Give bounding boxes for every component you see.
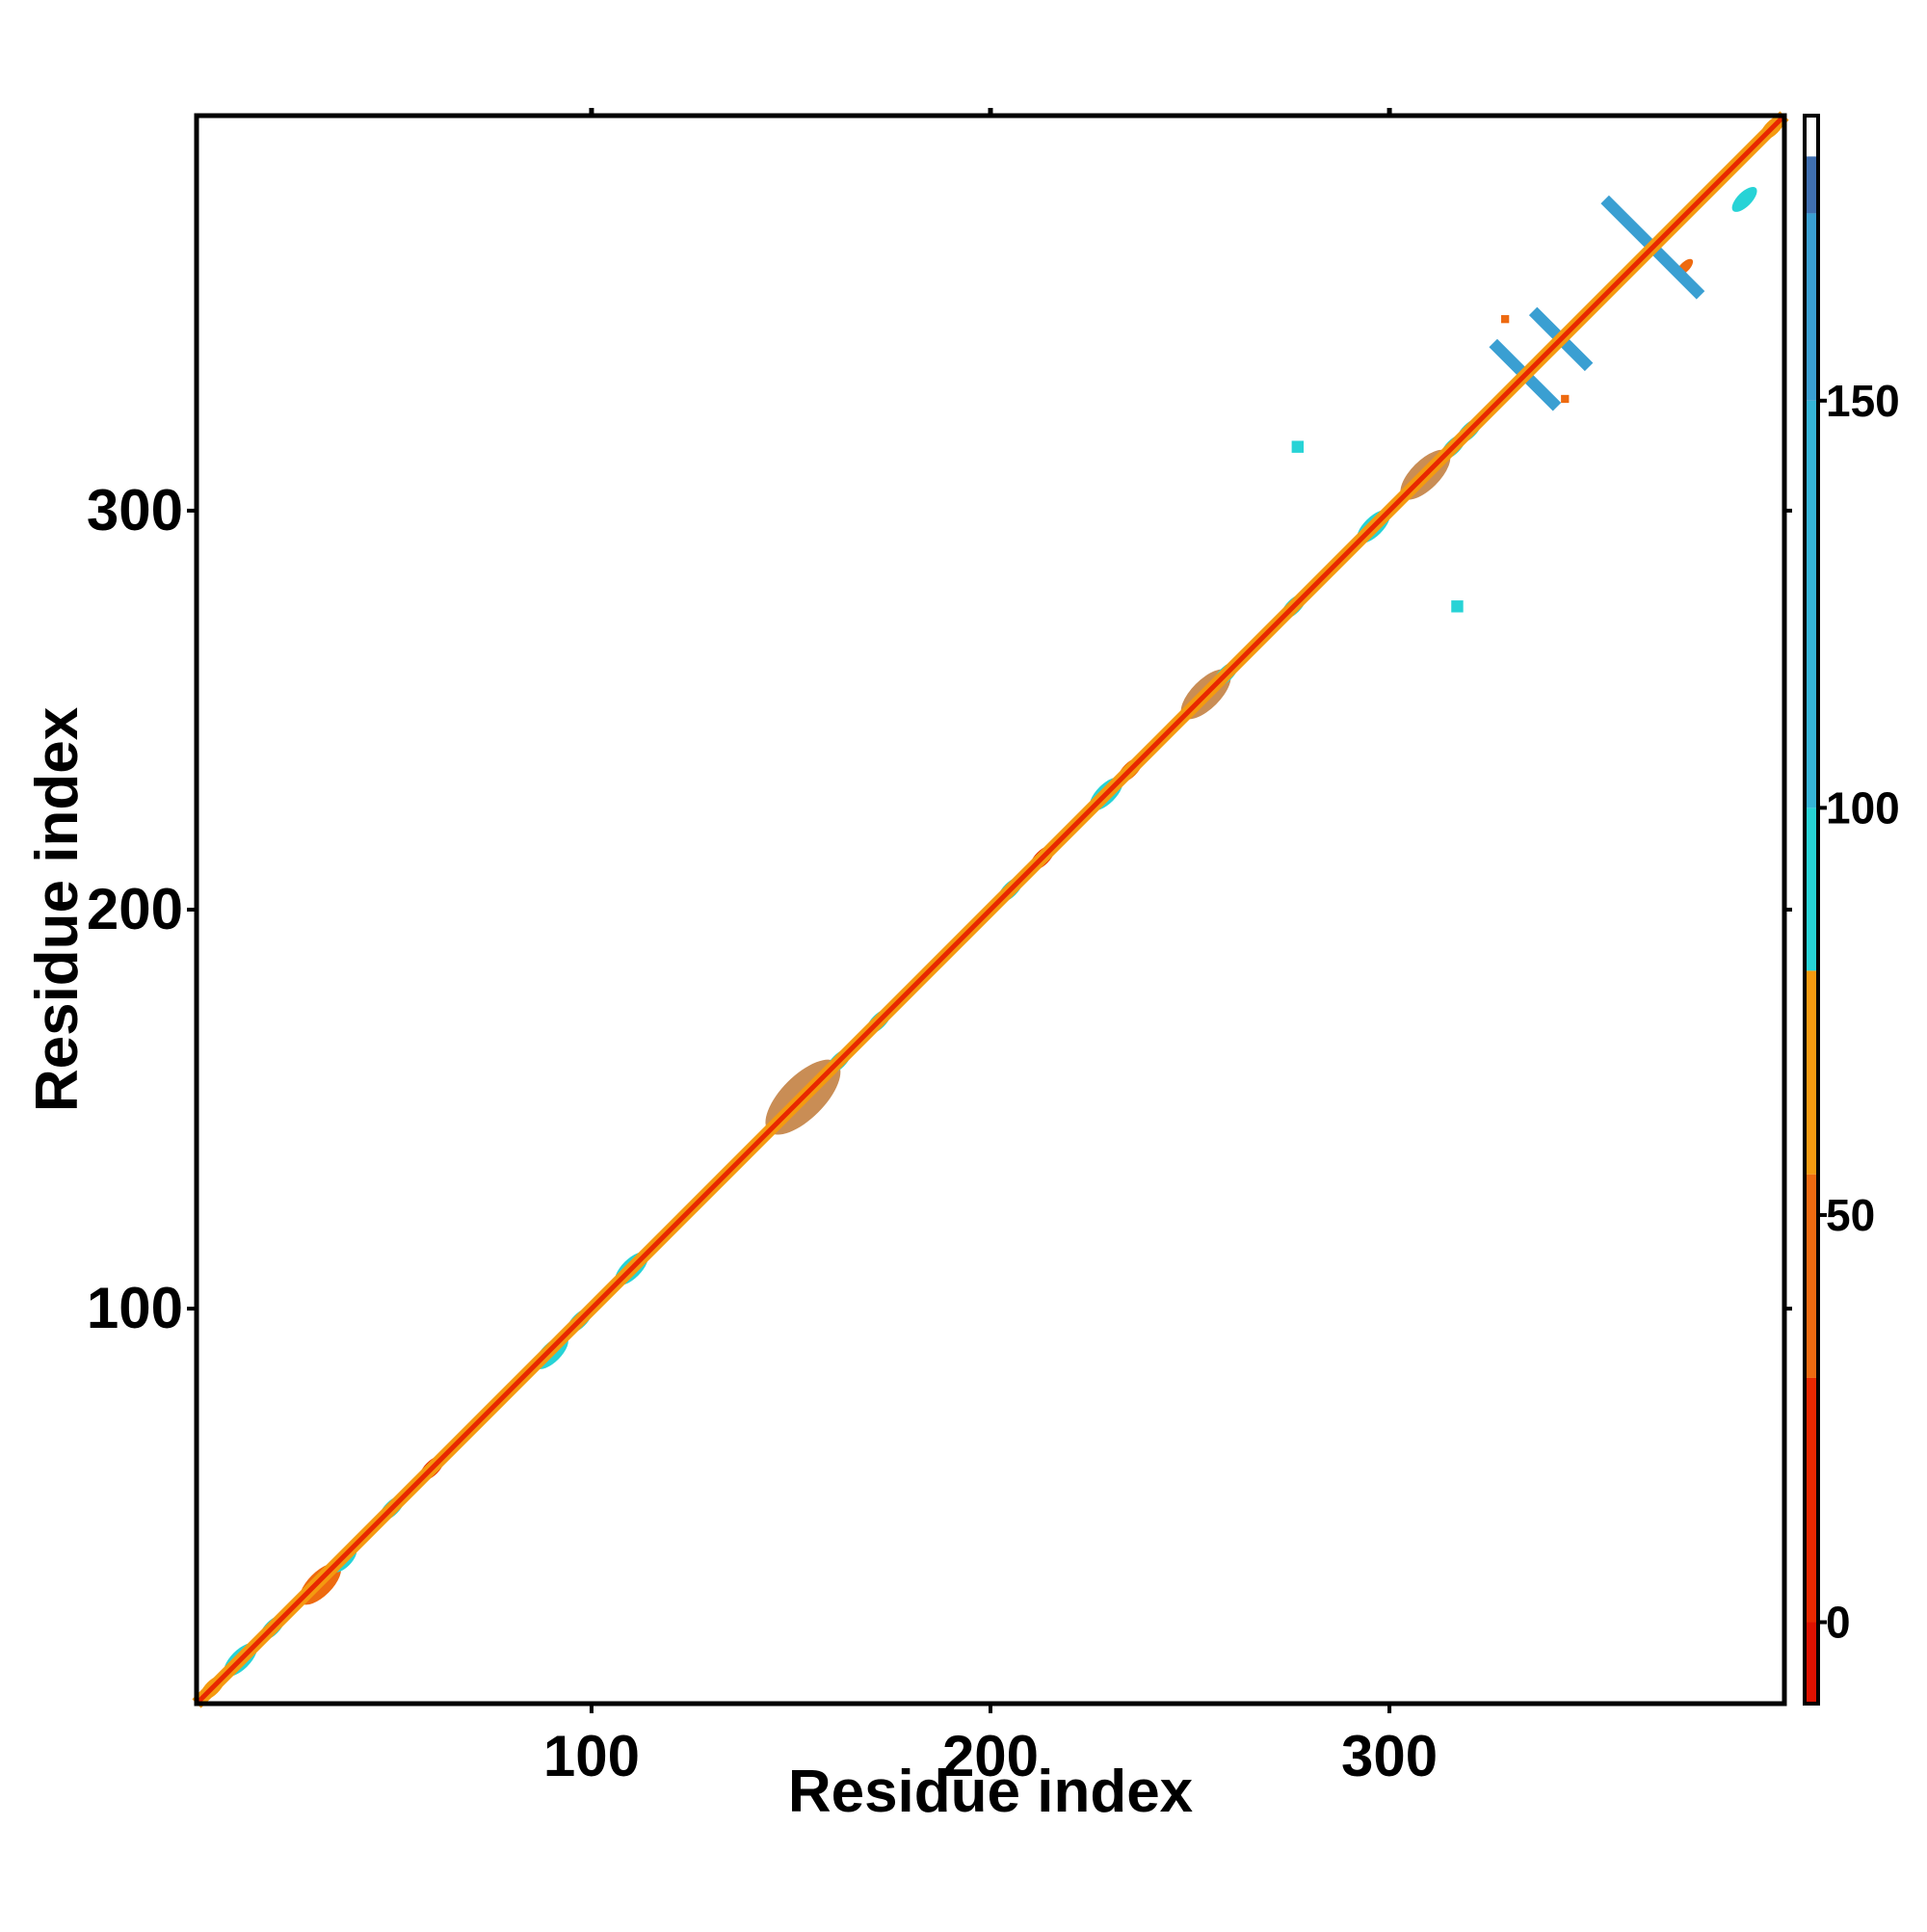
contact-point [1451,600,1464,613]
colorbar-band [1805,807,1818,971]
diagonal-core [195,114,1786,1706]
colorbar-band [1805,1377,1818,1623]
colorbar-band [1805,1622,1818,1704]
y-axis: 100 200 300 [87,478,197,1340]
colorbar-band [1805,213,1818,401]
colorbar-tick-label: 100 [1826,782,1900,833]
colorbar-band [1805,1174,1818,1378]
colorbar-band [1805,970,1818,1175]
colorbar-band [1805,400,1818,808]
x-tick-label: 300 [1341,1724,1438,1788]
x-tick-label: 100 [543,1724,640,1788]
x-axis: 100 200 300 [543,1704,1438,1788]
colorbar-band [1805,156,1818,214]
contact-point [1561,394,1570,404]
colorbar-frame [1803,114,1820,1706]
colorbar-tick-label: 0 [1826,1597,1851,1647]
contact-point [1291,440,1305,453]
top-axis-ticks [589,108,1392,116]
contact-cluster [1731,186,1757,212]
y-tick-label: 100 [87,1276,183,1340]
y-tick-label: 300 [87,478,183,543]
colorbar-ticks: 0 50 100 150 [1784,376,1900,1647]
colorbar-bands [1805,116,1818,1704]
colorbar-band [1805,116,1818,157]
contact-point [1501,315,1510,324]
colorbar-tick-label: 150 [1826,376,1900,426]
plot-area [192,111,1789,1708]
y-tick-label: 200 [87,877,183,941]
y-axis-title: Residue index [24,706,91,1112]
x-tick-label: 200 [942,1724,1039,1788]
x-axis-title: Residue index [788,1759,1194,1825]
colorbar-tick-label: 50 [1826,1190,1875,1240]
colorbar: 0 50 100 150 [1784,114,1900,1706]
diagonal-band [192,111,1789,1708]
